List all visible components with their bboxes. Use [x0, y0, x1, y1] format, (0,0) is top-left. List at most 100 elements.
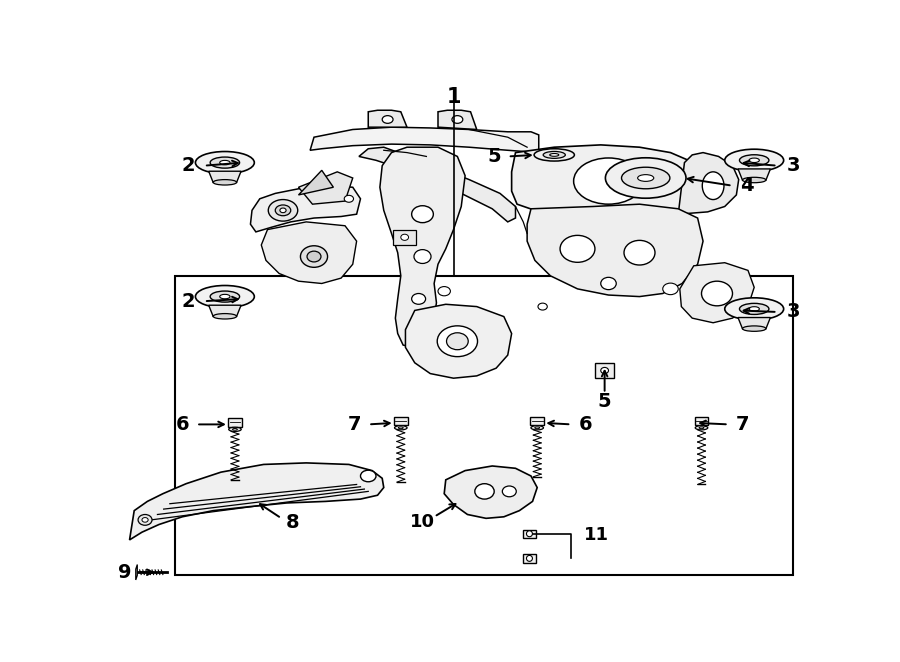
- Text: 3: 3: [787, 156, 800, 175]
- Ellipse shape: [601, 367, 608, 373]
- Ellipse shape: [702, 172, 724, 199]
- Text: 11: 11: [584, 526, 608, 544]
- Ellipse shape: [211, 157, 239, 168]
- Polygon shape: [738, 318, 770, 328]
- Ellipse shape: [601, 277, 617, 290]
- Ellipse shape: [138, 514, 152, 525]
- Ellipse shape: [550, 154, 559, 156]
- Text: 5: 5: [598, 392, 611, 411]
- Ellipse shape: [307, 251, 321, 262]
- Polygon shape: [527, 204, 703, 297]
- Polygon shape: [299, 172, 353, 204]
- Ellipse shape: [211, 291, 239, 302]
- Ellipse shape: [399, 427, 403, 429]
- Ellipse shape: [213, 179, 237, 185]
- Ellipse shape: [740, 155, 769, 166]
- Ellipse shape: [535, 427, 540, 429]
- Ellipse shape: [344, 195, 354, 203]
- Ellipse shape: [526, 555, 533, 561]
- Polygon shape: [438, 111, 477, 130]
- Polygon shape: [310, 127, 539, 152]
- Ellipse shape: [394, 426, 407, 430]
- Ellipse shape: [544, 152, 565, 158]
- Ellipse shape: [220, 160, 230, 165]
- Ellipse shape: [724, 149, 784, 171]
- Ellipse shape: [502, 486, 517, 496]
- Ellipse shape: [268, 199, 298, 221]
- Bar: [393, 230, 417, 245]
- Polygon shape: [209, 171, 241, 182]
- Ellipse shape: [382, 116, 393, 123]
- Ellipse shape: [280, 208, 286, 213]
- Ellipse shape: [695, 426, 707, 430]
- Text: 3: 3: [787, 303, 800, 322]
- Ellipse shape: [361, 470, 376, 482]
- Polygon shape: [359, 147, 516, 222]
- Ellipse shape: [400, 234, 409, 240]
- Ellipse shape: [662, 283, 679, 295]
- Polygon shape: [738, 169, 770, 180]
- Bar: [176, 275, 793, 575]
- Ellipse shape: [606, 158, 686, 198]
- Ellipse shape: [749, 307, 760, 311]
- Ellipse shape: [452, 116, 463, 123]
- Ellipse shape: [622, 167, 670, 189]
- Ellipse shape: [534, 149, 574, 161]
- Ellipse shape: [411, 206, 434, 222]
- Ellipse shape: [411, 293, 426, 305]
- Polygon shape: [679, 152, 739, 214]
- Polygon shape: [299, 170, 333, 195]
- Polygon shape: [445, 466, 537, 518]
- Ellipse shape: [531, 426, 544, 430]
- Polygon shape: [511, 145, 701, 220]
- Polygon shape: [680, 263, 754, 323]
- Ellipse shape: [742, 177, 766, 183]
- Polygon shape: [405, 305, 511, 378]
- Ellipse shape: [724, 298, 784, 320]
- Ellipse shape: [437, 326, 478, 357]
- Ellipse shape: [195, 285, 255, 308]
- Ellipse shape: [699, 427, 704, 429]
- Ellipse shape: [701, 281, 733, 306]
- Ellipse shape: [229, 427, 241, 432]
- Ellipse shape: [637, 175, 653, 181]
- Ellipse shape: [573, 158, 643, 204]
- Polygon shape: [130, 463, 383, 540]
- Ellipse shape: [538, 303, 547, 310]
- Polygon shape: [136, 565, 138, 580]
- Bar: [523, 554, 536, 563]
- Bar: [394, 416, 408, 425]
- Bar: [595, 363, 614, 378]
- Bar: [228, 418, 242, 426]
- Ellipse shape: [742, 326, 766, 331]
- Polygon shape: [209, 305, 241, 316]
- Ellipse shape: [624, 240, 655, 265]
- Text: 7: 7: [736, 415, 750, 434]
- Bar: [530, 416, 544, 425]
- Polygon shape: [250, 186, 361, 232]
- Text: 5: 5: [487, 147, 500, 166]
- Ellipse shape: [142, 518, 148, 522]
- Ellipse shape: [438, 287, 450, 296]
- Ellipse shape: [195, 152, 255, 173]
- Text: 6: 6: [579, 415, 592, 434]
- Text: 9: 9: [118, 563, 131, 582]
- Ellipse shape: [232, 428, 238, 430]
- Text: 1: 1: [446, 87, 461, 107]
- Text: 2: 2: [182, 292, 195, 310]
- Polygon shape: [368, 111, 407, 127]
- Polygon shape: [380, 147, 465, 348]
- Ellipse shape: [475, 484, 494, 499]
- Polygon shape: [261, 222, 356, 283]
- Ellipse shape: [446, 333, 468, 350]
- Ellipse shape: [275, 205, 291, 216]
- Ellipse shape: [414, 250, 431, 263]
- Ellipse shape: [560, 236, 595, 262]
- Text: 8: 8: [285, 514, 299, 532]
- Text: 2: 2: [182, 156, 195, 175]
- Bar: [695, 416, 708, 425]
- Ellipse shape: [526, 531, 533, 537]
- Text: 4: 4: [740, 176, 753, 195]
- Text: 10: 10: [410, 513, 435, 531]
- Text: 7: 7: [347, 415, 361, 434]
